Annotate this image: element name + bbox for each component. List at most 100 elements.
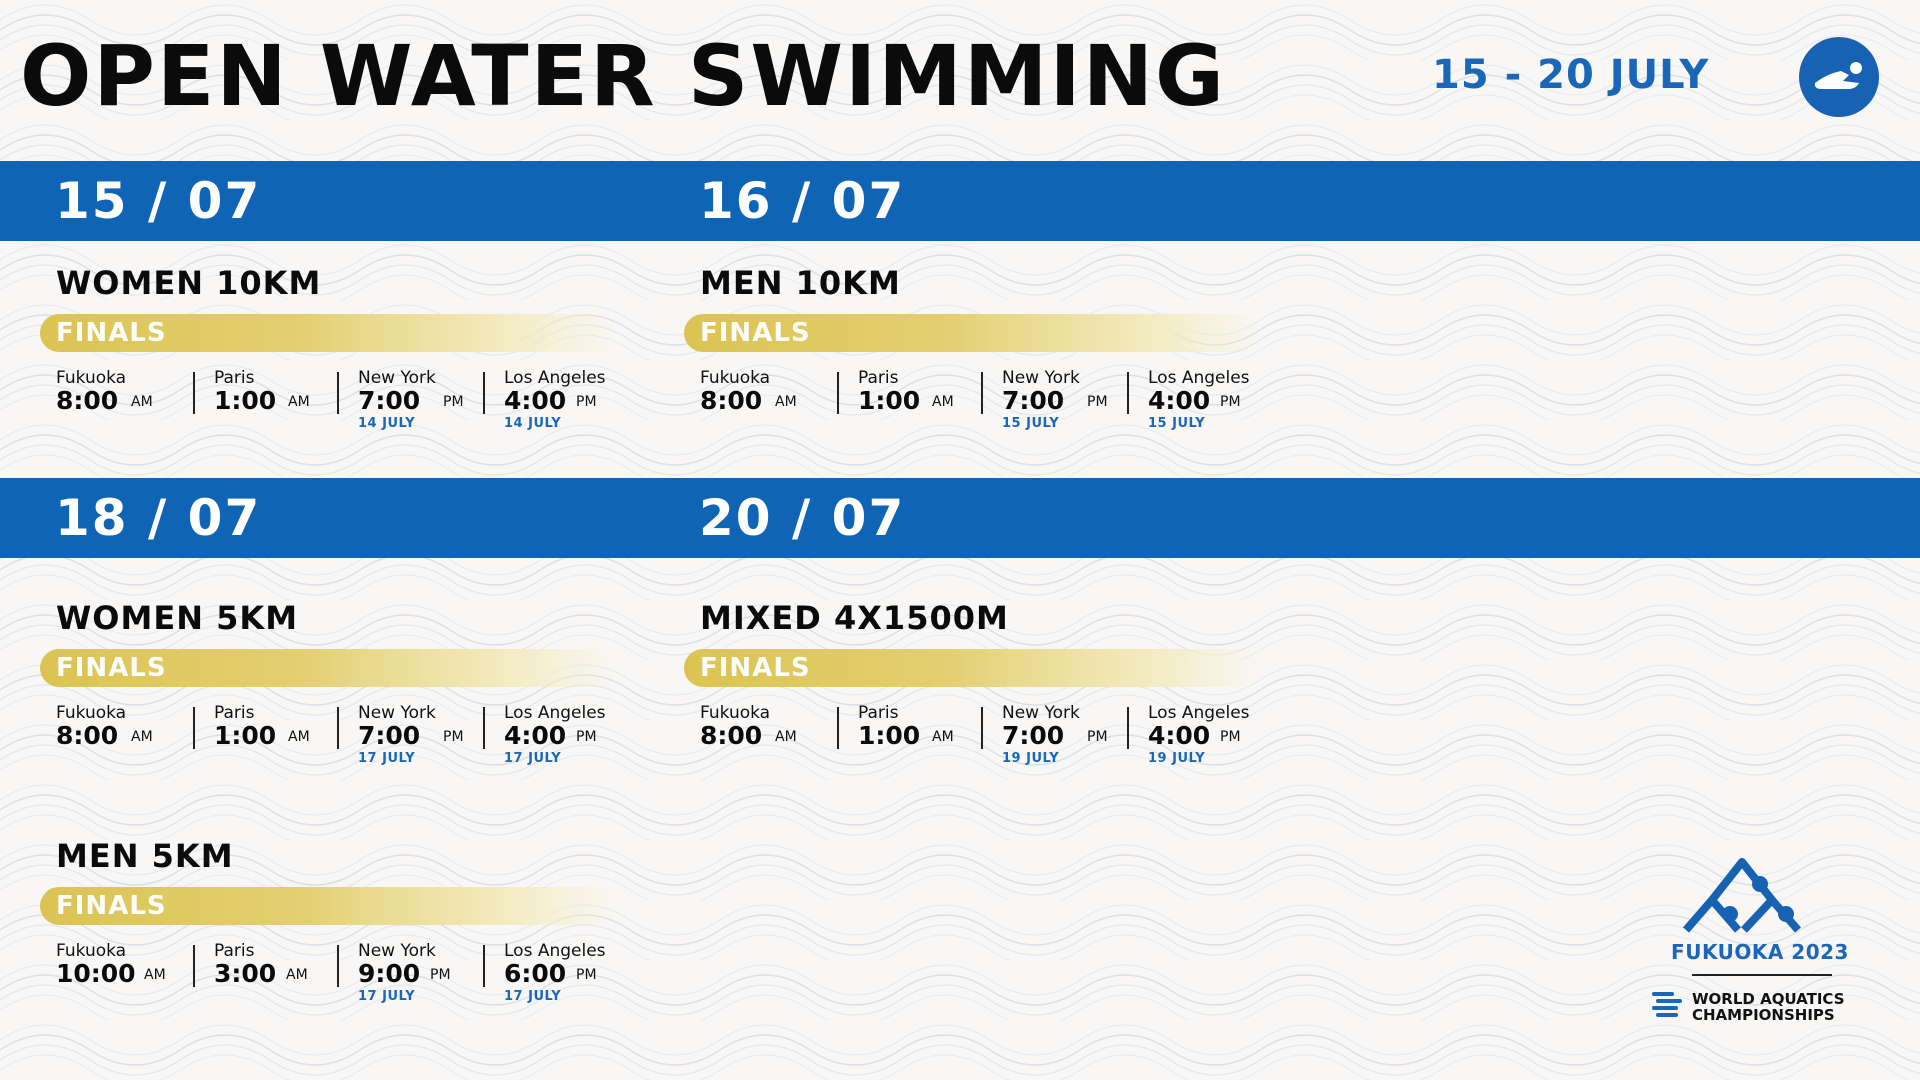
am-pm: AM (131, 394, 153, 410)
date-note: 17 JULY (358, 751, 416, 766)
date-note: 17 JULY (504, 751, 562, 766)
stage-bar: FINALS (684, 314, 1262, 352)
am-pm: AM (288, 729, 310, 745)
event-card: MEN 10KM FINALS Fukuoka 8:00 AM Paris 1:… (684, 264, 1300, 484)
date-range: 15 - 20 JULY (1432, 52, 1710, 98)
stage-bar: FINALS (684, 649, 1262, 687)
am-pm: PM (1220, 394, 1241, 410)
am-pm: PM (1087, 729, 1108, 745)
city-name: New York (1002, 368, 1080, 388)
time-divider (483, 372, 485, 414)
stage-label: FINALS (56, 653, 167, 683)
stage-bar: FINALS (40, 314, 618, 352)
local-time: 8:00 (56, 721, 119, 750)
world-aquatics-mark (1652, 992, 1682, 1017)
stage-bar: FINALS (40, 649, 618, 687)
event-title: WOMEN 10KM (56, 264, 322, 302)
local-time: 1:00 (858, 721, 921, 750)
swimmer-badge (1799, 37, 1879, 117)
local-time: 8:00 (56, 386, 119, 415)
page-title: OPEN WATER SWIMMING (20, 27, 1226, 125)
event-title: WOMEN 5KM (56, 599, 299, 637)
time-zones: Fukuoka 8:00 AM Paris 1:00 AM New York 7… (700, 703, 1300, 773)
local-time: 8:00 (700, 386, 763, 415)
time-divider (337, 945, 339, 987)
local-time: 9:00 (358, 959, 421, 988)
local-time: 4:00 (1148, 721, 1211, 750)
date-note: 15 JULY (1002, 416, 1060, 431)
logo-divider (1692, 974, 1832, 976)
event-title: MEN 5KM (56, 837, 234, 875)
time-divider (193, 945, 195, 987)
time-divider (837, 707, 839, 749)
event-card: MIXED 4X1500M FINALS Fukuoka 8:00 AM Par… (684, 599, 1300, 819)
city-name: Los Angeles (504, 703, 606, 723)
time-divider (1127, 707, 1129, 749)
city-name: Fukuoka (56, 941, 127, 961)
event-card: MEN 5KM FINALS Fukuoka 10:00 AM Paris 3:… (40, 837, 656, 1057)
local-time: 4:00 (504, 721, 567, 750)
time-divider (337, 707, 339, 749)
am-pm: AM (288, 394, 310, 410)
am-pm: PM (430, 967, 451, 983)
city-name: Fukuoka (700, 368, 771, 388)
date-note: 19 JULY (1148, 751, 1206, 766)
date-note: 14 JULY (358, 416, 416, 431)
event-card: WOMEN 10KM FINALS Fukuoka 8:00 AM Paris … (40, 264, 656, 484)
stage-bar: FINALS (40, 887, 618, 925)
event-card: WOMEN 5KM FINALS Fukuoka 8:00 AM Paris 1… (40, 599, 656, 819)
am-pm: AM (932, 729, 954, 745)
city-name: Los Angeles (1148, 368, 1250, 388)
band-date-left: 15 / 07 (55, 172, 262, 230)
stage-label: FINALS (700, 318, 811, 348)
city-name: Los Angeles (1148, 703, 1250, 723)
am-pm: AM (775, 729, 797, 745)
time-zones: Fukuoka 8:00 AM Paris 1:00 AM New York 7… (56, 703, 656, 773)
logo-org-line2: CHAMPIONSHIPS (1692, 1006, 1835, 1024)
time-divider (837, 372, 839, 414)
am-pm: AM (286, 967, 308, 983)
am-pm: PM (1220, 729, 1241, 745)
time-divider (981, 707, 983, 749)
time-divider (483, 945, 485, 987)
am-pm: AM (932, 394, 954, 410)
city-name: Paris (858, 703, 899, 723)
date-note: 19 JULY (1002, 751, 1060, 766)
local-time: 3:00 (214, 959, 277, 988)
time-divider (193, 707, 195, 749)
logo-event-name: FUKUOKA 2023 (1671, 940, 1849, 964)
local-time: 4:00 (1148, 386, 1211, 415)
band-date-left: 18 / 07 (55, 489, 262, 547)
championship-logo: FUKUOKA 2023 WORLD AQUATICS CHAMPIONSHIP… (1648, 848, 1878, 1033)
time-zones: Fukuoka 10:00 AM Paris 3:00 AM New York … (56, 941, 656, 1011)
am-pm: PM (443, 394, 464, 410)
city-name: Paris (214, 941, 255, 961)
city-name: Paris (214, 368, 255, 388)
city-name: Paris (858, 368, 899, 388)
am-pm: PM (443, 729, 464, 745)
time-zones: Fukuoka 8:00 AM Paris 1:00 AM New York 7… (700, 368, 1300, 438)
time-divider (483, 707, 485, 749)
local-time: 6:00 (504, 959, 567, 988)
date-note: 14 JULY (504, 416, 562, 431)
local-time: 7:00 (1002, 386, 1065, 415)
city-name: Fukuoka (56, 703, 127, 723)
logo-org-line1: WORLD AQUATICS (1692, 990, 1845, 1008)
time-divider (337, 372, 339, 414)
city-name: New York (358, 941, 436, 961)
am-pm: PM (1087, 394, 1108, 410)
date-band-2: 18 / 07 20 / 07 (0, 478, 1920, 558)
local-time: 1:00 (858, 386, 921, 415)
stage-label: FINALS (700, 653, 811, 683)
am-pm: PM (576, 967, 597, 983)
time-divider (193, 372, 195, 414)
local-time: 7:00 (358, 721, 421, 750)
city-name: Los Angeles (504, 368, 606, 388)
am-pm: AM (775, 394, 797, 410)
event-title: MIXED 4X1500M (700, 599, 1009, 637)
local-time: 4:00 (504, 386, 567, 415)
local-time: 1:00 (214, 721, 277, 750)
date-note: 17 JULY (358, 989, 416, 1004)
local-time: 8:00 (700, 721, 763, 750)
